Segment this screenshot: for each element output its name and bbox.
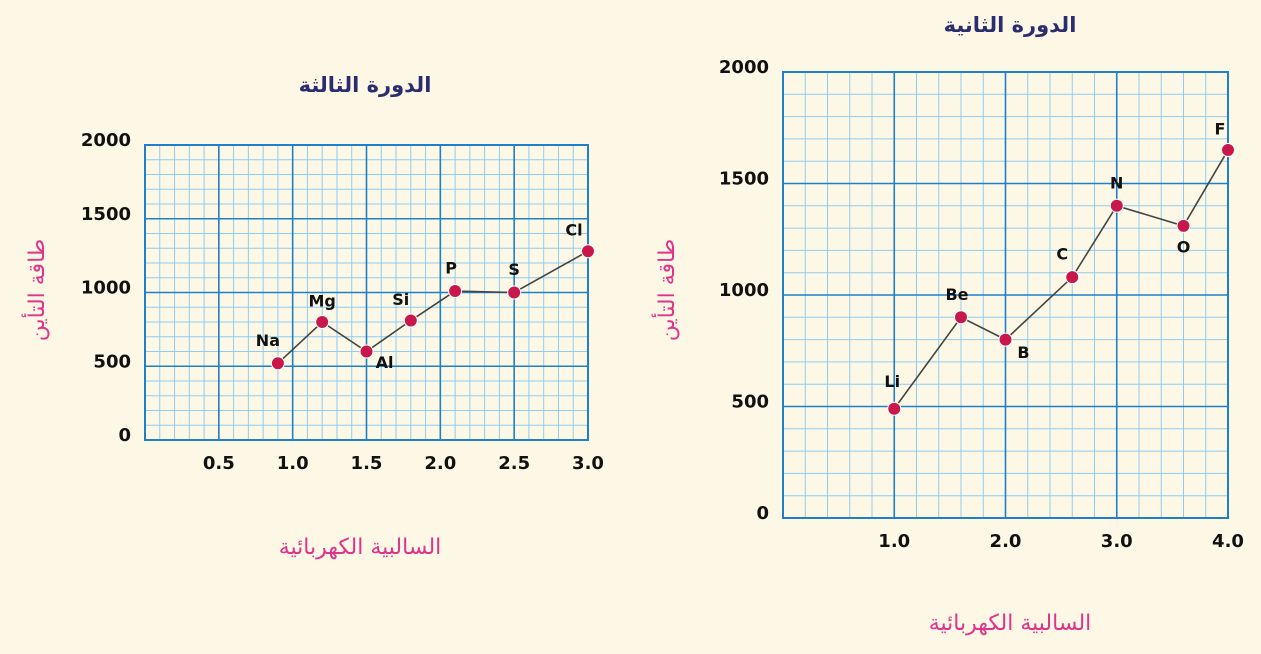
data-point [1065, 270, 1080, 285]
data-point [887, 401, 902, 416]
point-label: Cl [565, 221, 582, 240]
y-axis-label: طاقة التأين [651, 239, 680, 342]
y-tick-label: 2000 [719, 57, 769, 78]
y-tick-label: 500 [731, 392, 769, 413]
x-tick-label: 2.0 [424, 453, 456, 474]
point-label: Si [392, 290, 409, 309]
y-tick-label: 1000 [81, 278, 131, 299]
data-point [507, 285, 522, 300]
y-tick-label: 1500 [81, 204, 131, 225]
point-label: Al [376, 353, 394, 372]
point-label: Be [945, 285, 968, 304]
point-label: Na [256, 331, 280, 350]
x-tick-label: 3.0 [572, 453, 604, 474]
y-tick-label: 0 [756, 503, 769, 524]
data-point [403, 313, 418, 328]
x-tick-label: 1.5 [351, 453, 383, 474]
data-point [581, 244, 595, 259]
point-label: B [1017, 343, 1029, 362]
x-axis-label: السالبية الكهربائية [279, 535, 442, 560]
x-tick-label: 4.0 [1212, 531, 1244, 552]
x-axis-label: السالبية الكهربائية [929, 611, 1092, 636]
point-label: Mg [309, 292, 336, 311]
x-tick-label: 3.0 [1101, 531, 1133, 552]
chart-title: الدورة الثالثة [299, 73, 432, 97]
y-tick-label: 2000 [81, 130, 131, 151]
point-label: S [508, 260, 520, 279]
point-label: O [1177, 237, 1191, 256]
point-label: N [1110, 173, 1123, 192]
x-tick-label: 2.0 [990, 531, 1022, 552]
y-tick-label: 1500 [719, 169, 769, 190]
x-tick-label: 0.5 [203, 453, 235, 474]
x-tick-label: 2.5 [498, 453, 530, 474]
y-tick-label: 1000 [719, 280, 769, 301]
plot-frame [782, 71, 1229, 519]
data-point [998, 332, 1013, 347]
x-tick-label: 1.0 [878, 531, 910, 552]
point-label: P [445, 259, 457, 278]
data-point [315, 315, 330, 329]
x-tick-label: 1.0 [277, 453, 309, 474]
chart-title: الدورة الثانية [944, 13, 1077, 37]
point-label: Li [884, 372, 900, 391]
data-point [1109, 198, 1124, 213]
data-point [1221, 143, 1235, 158]
data-point [448, 284, 463, 299]
y-tick-label: 500 [93, 351, 131, 372]
data-point [359, 344, 374, 359]
y-axis-label: طاقة التأين [21, 239, 50, 342]
series-line [893, 149, 1229, 410]
point-label: C [1056, 245, 1068, 264]
point-label: F [1215, 120, 1226, 139]
plot-frame [144, 144, 589, 441]
y-tick-label: 0 [118, 425, 131, 446]
data-point [954, 310, 968, 325]
data-point [270, 356, 285, 371]
data-point [1176, 218, 1191, 233]
